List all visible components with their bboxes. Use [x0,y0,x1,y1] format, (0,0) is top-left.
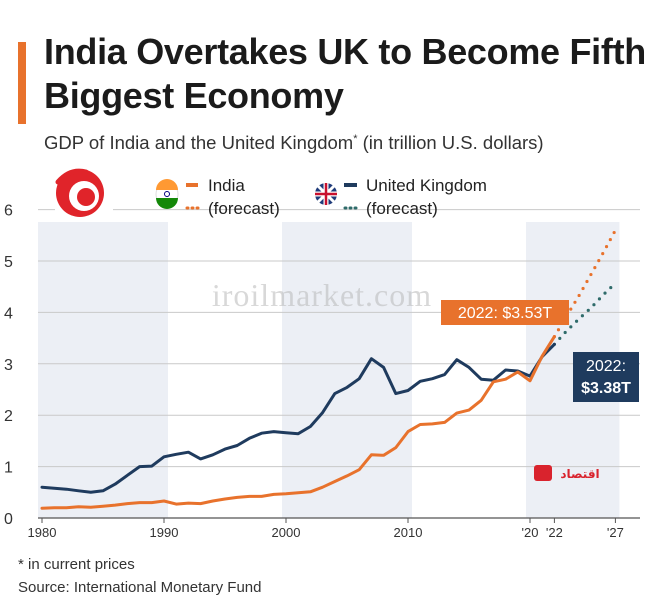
subtitle-unit: (in trillion U.S. dollars) [357,132,544,153]
source-note: Source: International Monetary Fund [18,579,262,596]
x-tick-label: 1980 [28,525,57,540]
uk-callout-label-year: 2022: [586,358,626,375]
brand-mark-box [534,465,552,481]
india-callout-box [441,300,569,325]
y-tick-label: 2 [4,408,13,425]
x-tick-label: 2010 [394,525,423,540]
x-tick-label: 2000 [272,525,301,540]
legend-uk-label: United Kingdom [366,176,487,195]
publisher-logo [55,166,113,220]
india-gdp-line [40,335,556,510]
uk-forecast-line [552,281,618,346]
chart-title: India Overtakes UK to Become Fifth Bigge… [44,31,646,116]
shaded-period-1 [282,222,412,518]
india-flag-green [156,198,178,209]
x-tick-label: '27 [607,525,624,540]
legend-uk-forecast-label: (forecast) [366,199,438,218]
india-flag-chakra [164,191,170,197]
footnote: * in current prices [18,556,135,573]
legend: India (forecast) United Kingdom (forecast) [155,176,487,218]
india-flag-saffron [156,179,178,190]
y-tick-label: 4 [4,305,13,322]
india-flag-icon [155,179,179,209]
x-tick-label: '22 [546,525,563,540]
legend-india-forecast-label: (forecast) [208,199,280,218]
logo-swirl-tail [55,168,89,185]
uk-gdp-line [40,342,556,494]
uk-2022-callout: 2022: $3.38T [573,352,639,402]
uk-callout-box [573,352,639,402]
x-tick-label: '20 [522,525,539,540]
y-tick-label: 0 [4,511,13,528]
y-tick-label: 6 [4,203,13,220]
brand-mark: اقتصاد [534,465,600,481]
legend-india-label: India [208,176,245,195]
india-2022-callout: 2022: $3.53T [441,300,569,325]
chart-subtitle: GDP of India and the United Kingdom* (in… [44,132,544,154]
uk-flag-icon [315,183,337,205]
watermark-text: iroilmarket.com [212,277,432,313]
y-tick-label: 1 [4,460,13,477]
subtitle-footnote-mark: * [353,132,358,145]
title-accent-bar [18,42,26,124]
uk-flag-cross-red [315,183,337,205]
x-tick-label: 1990 [150,525,179,540]
subtitle-main: GDP of India and the United Kingdom [44,132,354,153]
shaded-period-0 [38,222,168,518]
india-callout-label: 2022: $3.53T [458,305,553,322]
y-tick-label: 5 [4,254,13,271]
brand-mark-text: اقتصاد [560,467,599,481]
y-tick-label: 3 [4,357,13,374]
uk-callout-label-value: $3.38T [581,380,631,397]
logo-core [77,188,95,206]
gdp-line-chart: 0 1 2 3 4 5 6 1980 1990 2000 2010 '20 '22 '27 iroilmar… [4,166,640,540]
